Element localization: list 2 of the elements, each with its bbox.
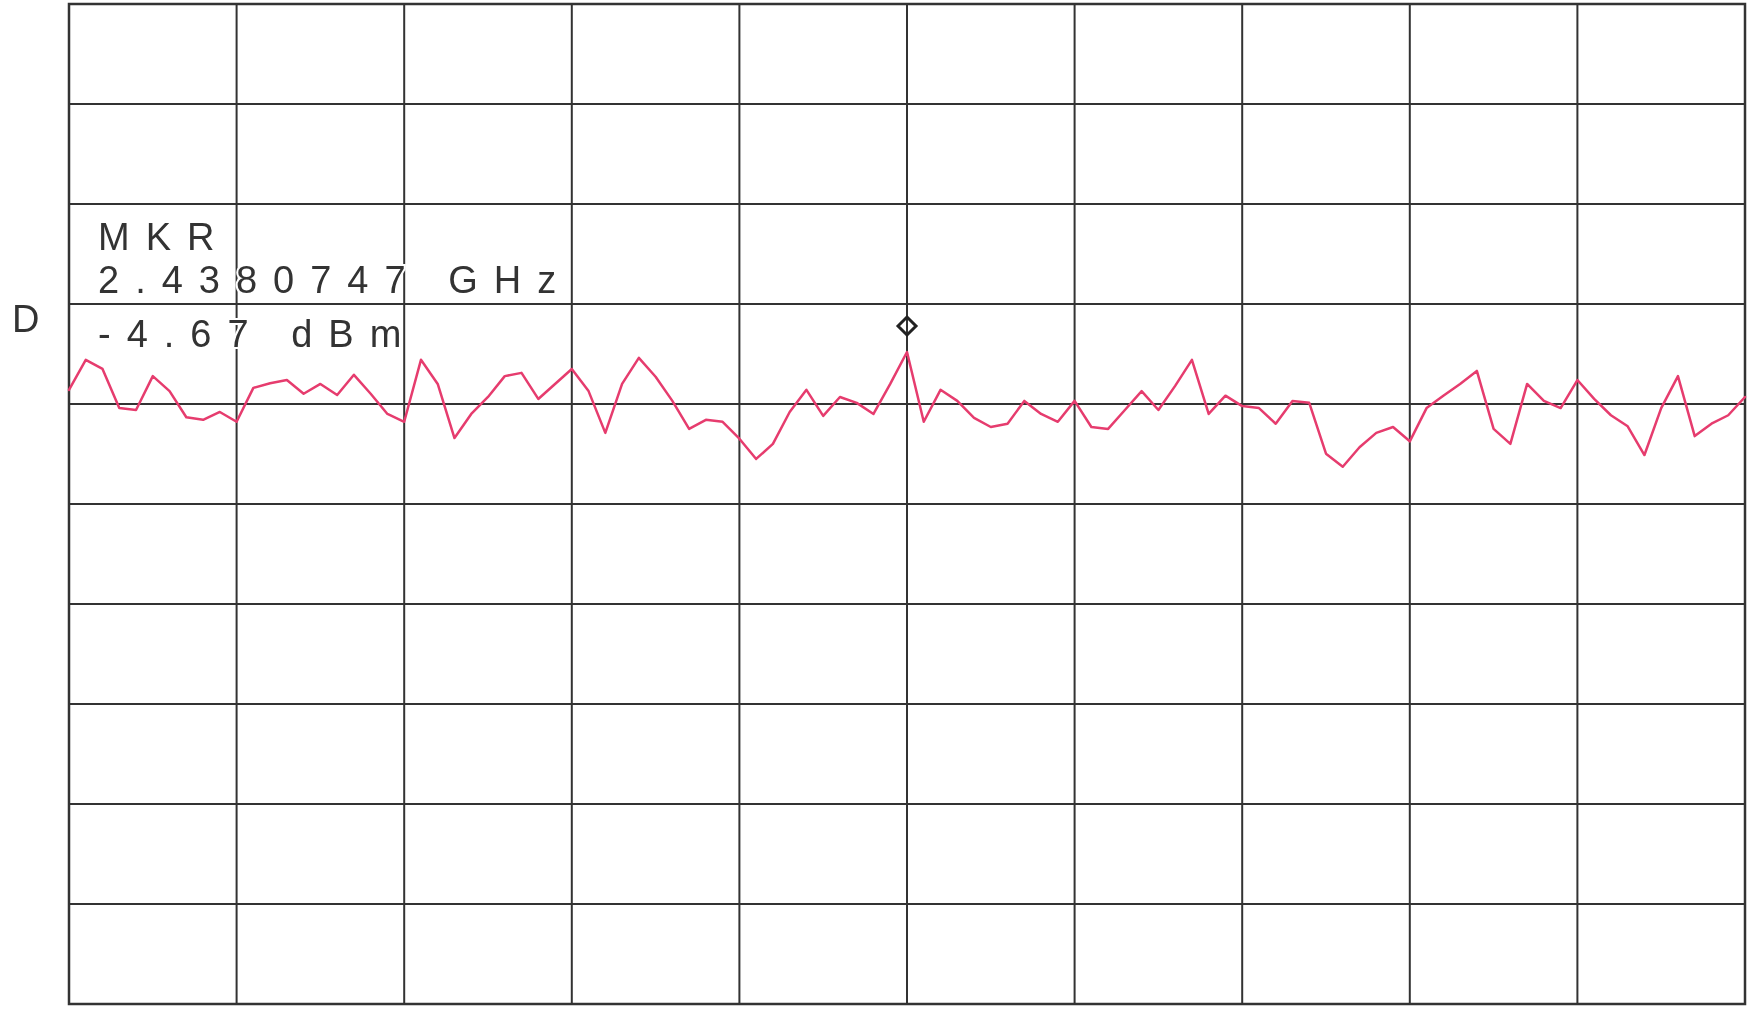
- text: D: [12, 298, 56, 340]
- text: MKR: [98, 216, 231, 258]
